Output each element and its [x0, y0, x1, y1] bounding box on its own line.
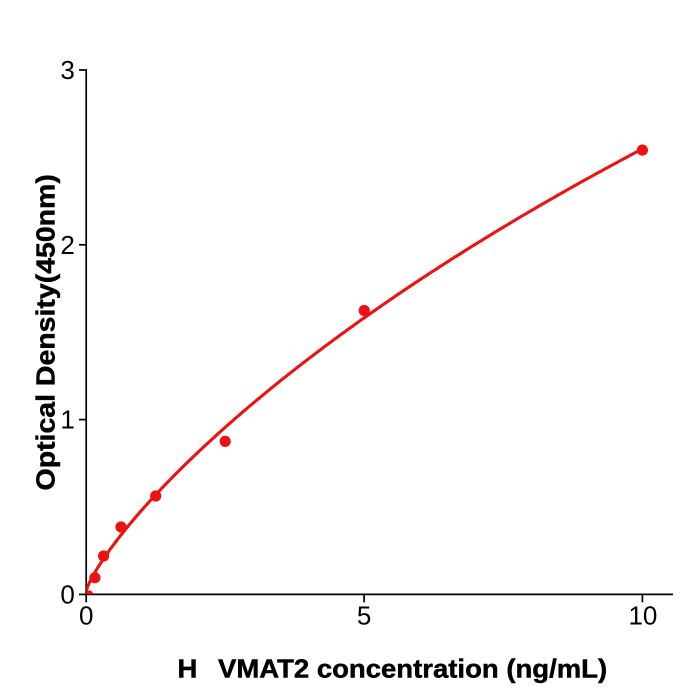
svg-text:10: 10	[628, 601, 657, 631]
svg-text:2: 2	[60, 230, 74, 260]
svg-text:0: 0	[60, 579, 74, 609]
svg-text:H VMAT2 concentration (ng/mL): H VMAT2 concentration (ng/mL)	[177, 655, 607, 684]
svg-text:0: 0	[79, 601, 93, 631]
svg-text:5: 5	[357, 601, 371, 631]
svg-text:1: 1	[60, 405, 74, 435]
svg-text:3: 3	[60, 55, 74, 85]
svg-text:Optical Density(450nm): Optical Density(450nm)	[31, 174, 60, 490]
